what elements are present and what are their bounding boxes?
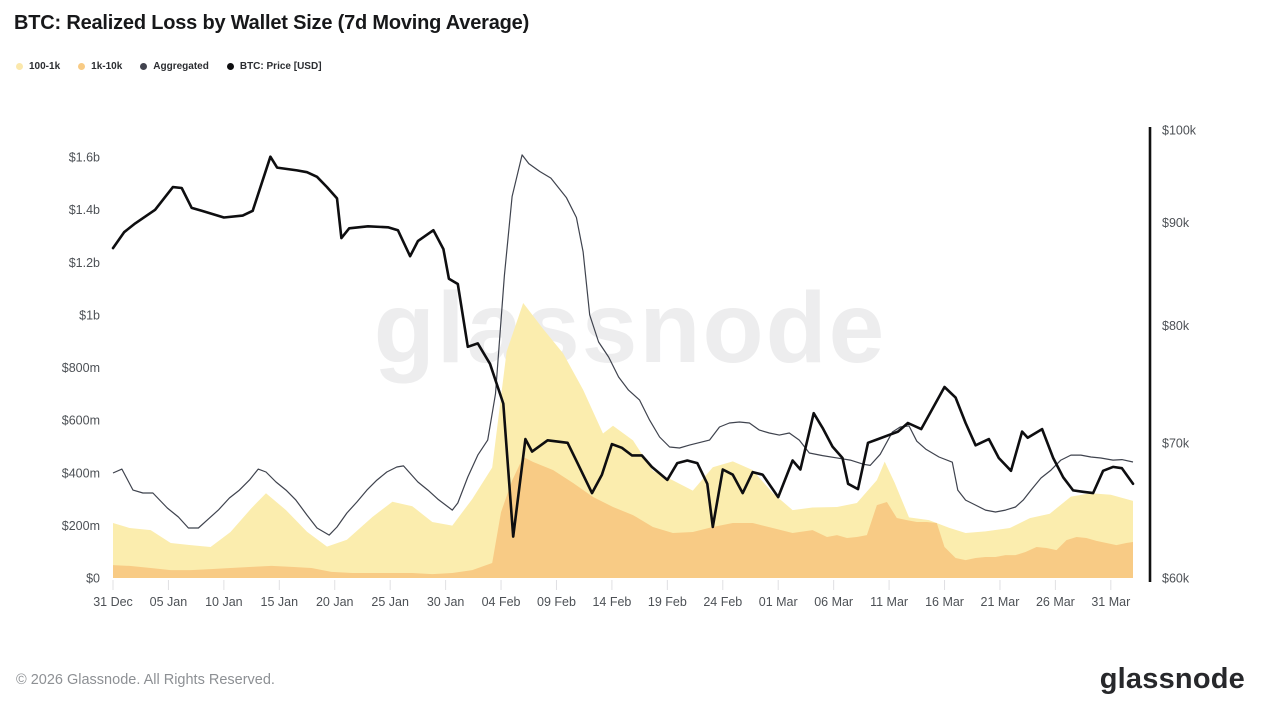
plot-area[interactable] (113, 130, 1133, 578)
legend-label: 100-1k (29, 61, 61, 72)
left-axis-label: $400m (62, 466, 100, 480)
left-axis-label: $1b (79, 308, 100, 322)
legend-swatch-icon (140, 63, 148, 70)
legend-label: BTC: Price [USD] (239, 61, 322, 72)
x-tick-label: 09 Feb (537, 595, 576, 609)
x-tick-label: 11 Mar (870, 595, 908, 609)
legend-item-1k-10k[interactable]: 1k-10k (78, 61, 122, 72)
x-tick-label: 06 Mar (814, 595, 853, 609)
legend-swatch-icon (78, 63, 86, 70)
x-tick-label: 25 Jan (371, 595, 409, 609)
x-tick-label: 01 Mar (759, 595, 798, 609)
x-tick-label: 24 Feb (703, 595, 742, 609)
left-axis-label: $200m (62, 519, 100, 533)
x-tick-label: 21 Mar (981, 595, 1020, 609)
x-tick-label: 26 Mar (1036, 595, 1075, 609)
left-axis-label: $1.6b (69, 151, 100, 165)
left-axis-label: $1.4b (69, 203, 100, 217)
chart-legend: 100-1k 1k-10k Aggregated BTC: Price [USD] (16, 61, 322, 72)
aggregated-line (112, 154, 1134, 536)
legend-label: 1k-10k (91, 61, 123, 72)
glassnode-logo: glassnode (1099, 663, 1245, 695)
legend-item-btc-price-usd-[interactable]: BTC: Price [USD] (226, 61, 322, 72)
right-axis-label: $60k (1162, 572, 1190, 586)
page-footer: © 2026 Glassnode. All Rights Reserved. g… (0, 655, 1261, 704)
btc-price-line (111, 155, 1135, 538)
right-axis-label: $80k (1162, 319, 1190, 333)
x-tick-label: 15 Jan (261, 595, 299, 609)
x-tick-label: 31 Dec (93, 595, 133, 609)
right-axis-label: $100k (1162, 124, 1197, 138)
area-1k-10k (113, 457, 1133, 578)
x-tick-label: 20 Jan (316, 595, 354, 609)
legend-swatch-icon (226, 63, 234, 70)
x-tick-label: 10 Jan (205, 595, 243, 609)
right-axis-label: $70k (1162, 436, 1190, 450)
x-tick-label: 04 Feb (482, 595, 521, 609)
legend-label: Aggregated (153, 61, 209, 72)
left-axis-label: $600m (62, 414, 100, 428)
left-axis-label: $1.2b (69, 256, 100, 270)
x-tick-label: 14 Feb (592, 595, 631, 609)
x-tick-label: 30 Jan (427, 595, 465, 609)
left-axis-label: $800m (62, 361, 100, 375)
left-axis-label: $0 (86, 572, 100, 586)
right-axis-label: $90k (1162, 216, 1190, 230)
x-tick-label: 16 Mar (925, 595, 964, 609)
page-title: BTC: Realized Loss by Wallet Size (7d Mo… (14, 12, 530, 34)
x-tick-label: 31 Mar (1091, 595, 1130, 609)
legend-swatch-icon (16, 63, 23, 70)
legend-item-100-1k[interactable]: 100-1k (16, 61, 60, 72)
x-tick-label: 19 Feb (648, 595, 687, 609)
copyright-text: © 2026 Glassnode. All Rights Reserved. (16, 671, 275, 688)
x-tick-label: 05 Jan (150, 595, 188, 609)
legend-item-aggregated[interactable]: Aggregated (140, 61, 209, 72)
